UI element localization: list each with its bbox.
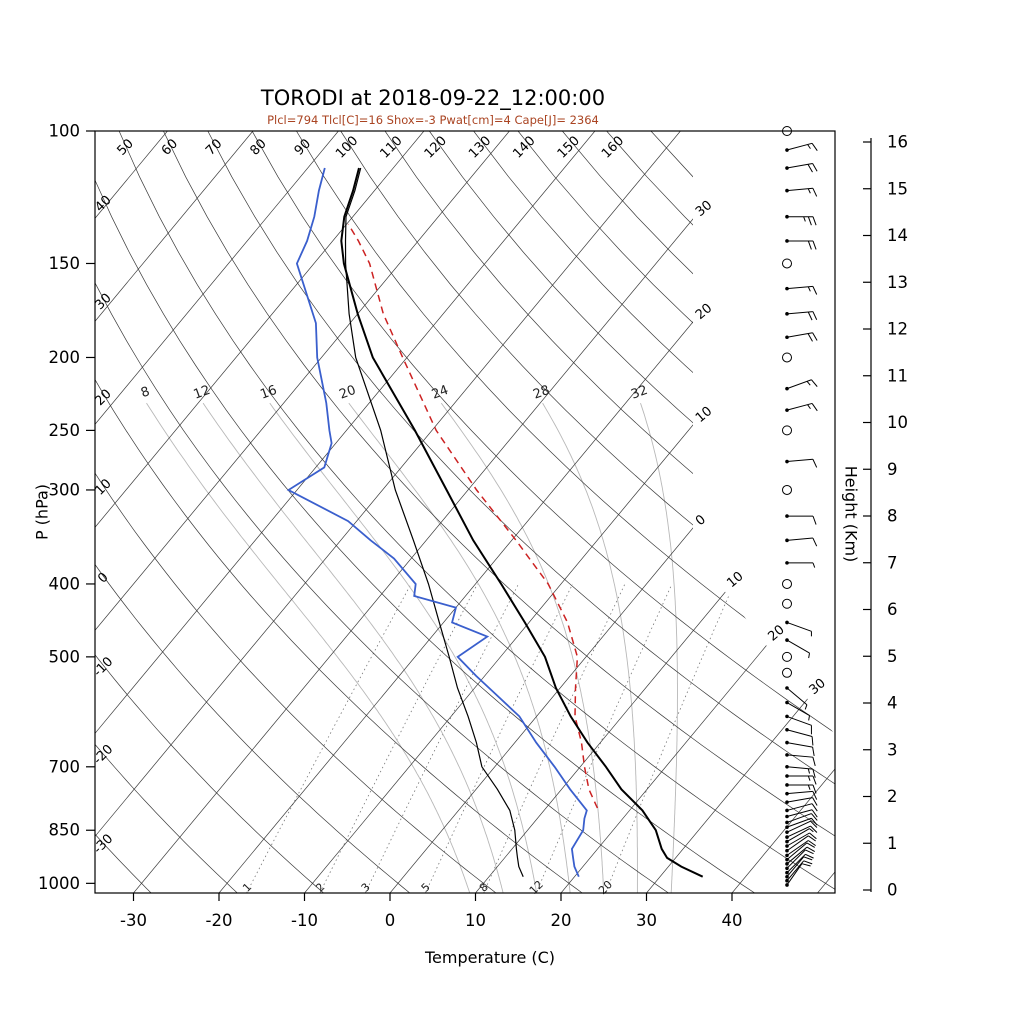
pressure-axis-title: P (hPa) xyxy=(32,483,52,541)
svg-text:150: 150 xyxy=(555,133,583,161)
svg-text:6: 6 xyxy=(887,600,898,619)
svg-text:100: 100 xyxy=(49,122,81,141)
svg-text:850: 850 xyxy=(49,821,81,840)
svg-text:-10: -10 xyxy=(291,911,318,930)
svg-text:9: 9 xyxy=(887,460,898,479)
svg-text:1: 1 xyxy=(887,834,898,853)
svg-text:10: 10 xyxy=(465,911,486,930)
svg-text:1000: 1000 xyxy=(38,874,80,893)
svg-text:4: 4 xyxy=(887,694,898,713)
svg-text:10: 10 xyxy=(92,476,114,498)
svg-text:400: 400 xyxy=(49,574,81,593)
svg-text:120: 120 xyxy=(422,133,450,161)
svg-text:200: 200 xyxy=(49,348,81,367)
svg-text:16: 16 xyxy=(887,133,908,152)
svg-text:50: 50 xyxy=(114,136,136,158)
svg-text:5: 5 xyxy=(887,647,898,666)
parcel-curve xyxy=(347,223,599,809)
svg-text:20: 20 xyxy=(596,878,615,897)
plot-border xyxy=(94,130,836,894)
svg-text:160: 160 xyxy=(599,133,627,161)
svg-text:20: 20 xyxy=(92,387,114,409)
svg-text:0: 0 xyxy=(693,512,709,529)
svg-text:30: 30 xyxy=(636,911,657,930)
svg-text:14: 14 xyxy=(887,226,908,245)
svg-text:40: 40 xyxy=(722,911,743,930)
svg-text:60: 60 xyxy=(159,136,181,158)
svg-text:20: 20 xyxy=(551,911,572,930)
svg-text:28: 28 xyxy=(531,383,552,403)
svg-text:250: 250 xyxy=(49,421,81,440)
svg-text:8: 8 xyxy=(887,507,898,526)
svg-text:10: 10 xyxy=(724,569,746,591)
svg-text:30: 30 xyxy=(92,291,114,313)
svg-text:300: 300 xyxy=(49,480,81,499)
svg-text:70: 70 xyxy=(203,136,225,158)
svg-text:10: 10 xyxy=(693,404,715,426)
sounding-curves xyxy=(286,167,704,878)
svg-text:150: 150 xyxy=(49,254,81,273)
svg-text:11: 11 xyxy=(887,366,908,385)
dewpoint-curve xyxy=(286,167,588,878)
svg-text:0: 0 xyxy=(887,881,898,900)
svg-text:10: 10 xyxy=(887,413,908,432)
pressure-axis: 100 150 200 250 300 400 500 700 850 1000 xyxy=(38,122,95,893)
svg-text:20: 20 xyxy=(693,301,715,323)
temperature-curve xyxy=(340,167,704,878)
wind-barbs xyxy=(782,126,818,887)
svg-text:20: 20 xyxy=(765,622,787,644)
svg-text:15: 15 xyxy=(887,179,908,198)
svg-text:12: 12 xyxy=(192,383,213,403)
svg-text:0: 0 xyxy=(385,911,396,930)
svg-text:130: 130 xyxy=(466,133,494,161)
svg-text:140: 140 xyxy=(510,133,538,161)
svg-text:80: 80 xyxy=(247,136,269,158)
svg-text:16: 16 xyxy=(258,383,279,403)
svg-text:-30: -30 xyxy=(120,911,147,930)
svg-text:30: 30 xyxy=(693,198,715,220)
svg-text:30: 30 xyxy=(807,676,829,698)
svg-text:24: 24 xyxy=(430,383,451,403)
moist-adiabats xyxy=(146,402,678,893)
temperature-axis: -30 -20 -10 0 10 20 30 40 xyxy=(120,893,743,930)
svg-text:20: 20 xyxy=(337,383,358,403)
secondary-temperature-curve xyxy=(344,167,524,877)
svg-text:500: 500 xyxy=(49,647,81,666)
svg-text:3: 3 xyxy=(887,740,898,759)
chart-subtitle: Plcl=794 Tlcl[C]=16 Shox=-3 Pwat[cm]=4 C… xyxy=(267,113,599,127)
temperature-axis-title: Temperature (C) xyxy=(424,948,556,967)
svg-text:32: 32 xyxy=(629,383,650,403)
height-axis-title: Height (Km) xyxy=(841,465,861,563)
svg-text:2: 2 xyxy=(887,787,898,806)
svg-text:40: 40 xyxy=(92,193,114,215)
svg-text:7: 7 xyxy=(887,553,898,572)
svg-text:-20: -20 xyxy=(206,911,233,930)
svg-text:8: 8 xyxy=(139,384,152,401)
mixing-ratio-lines xyxy=(246,583,735,893)
svg-text:12: 12 xyxy=(887,320,908,339)
svg-text:13: 13 xyxy=(887,273,908,292)
svg-text:700: 700 xyxy=(49,757,81,776)
chart-title: TORODI at 2018-09-22_12:00:00 xyxy=(260,86,606,110)
svg-text:110: 110 xyxy=(377,133,405,161)
svg-text:12: 12 xyxy=(527,878,546,897)
svg-text:100: 100 xyxy=(333,133,361,161)
